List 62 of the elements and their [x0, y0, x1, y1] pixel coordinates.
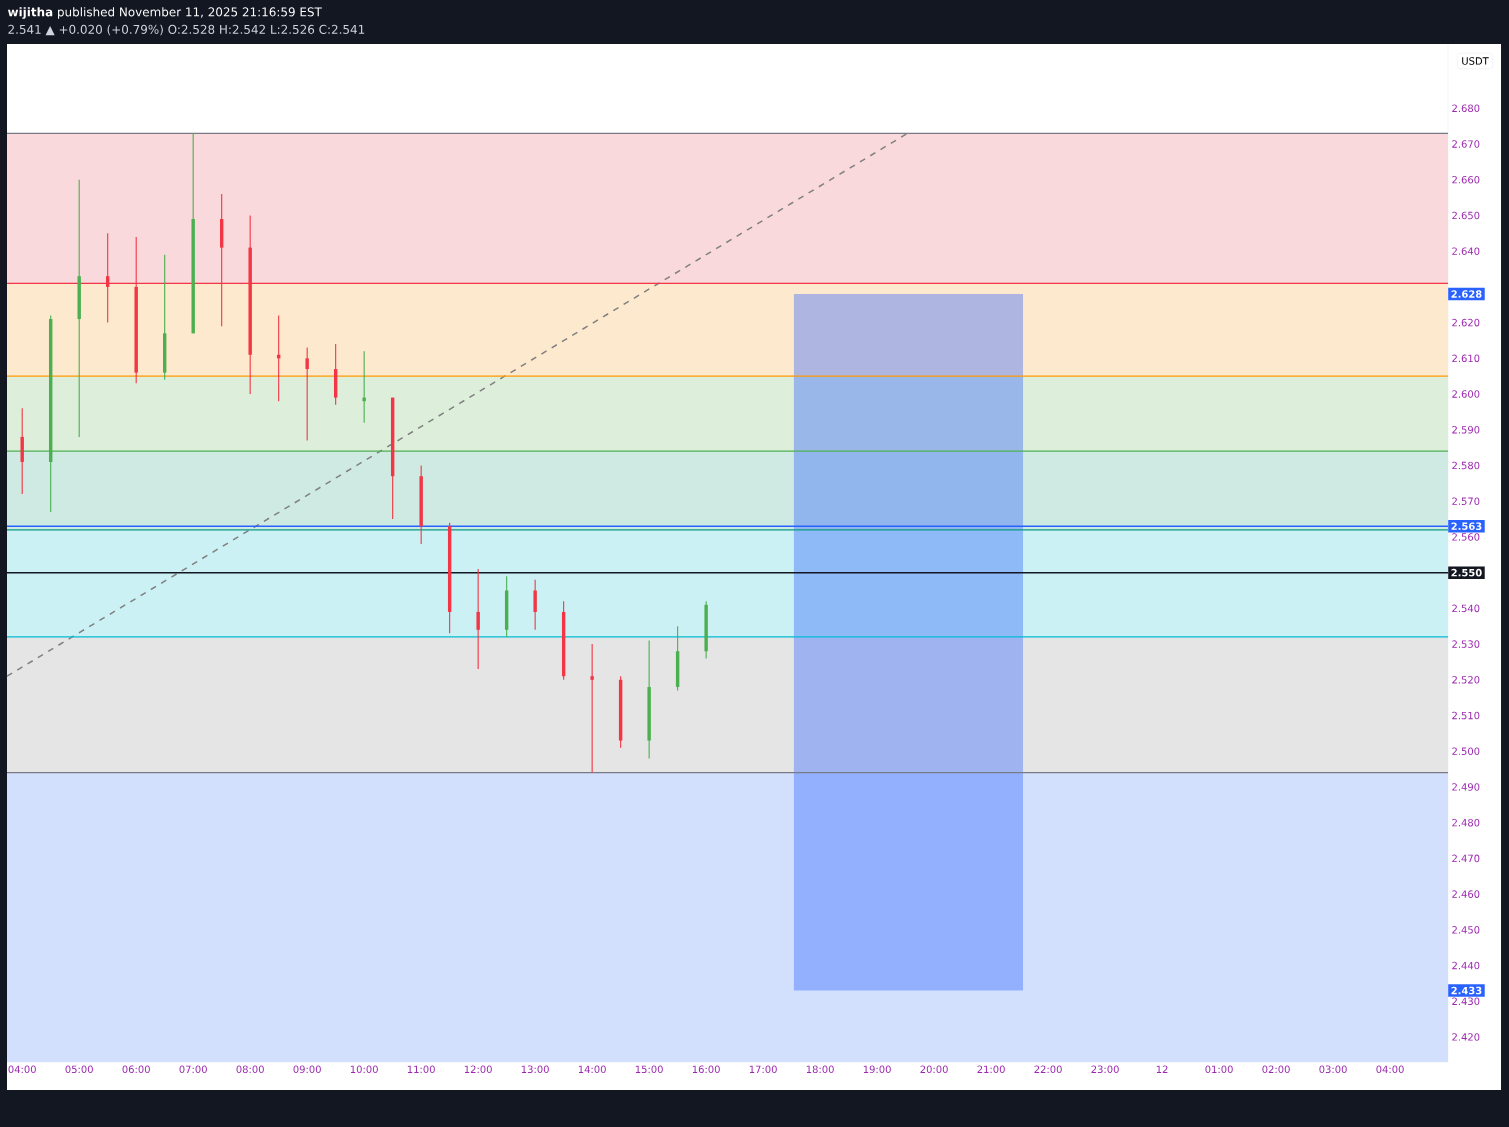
x-tick-label: 17:00 [749, 1065, 777, 1074]
x-tick-label: 03:00 [1319, 1065, 1347, 1074]
x-tick-label: 19:00 [863, 1065, 891, 1074]
x-tick-label: 21:00 [977, 1065, 1005, 1074]
y-tick-label: 2.420 [1452, 1033, 1480, 1041]
chart-title: wijitha published November 11, 2025 21:16:59 EST [7, 7, 322, 19]
y-tick-label: 2.520 [1452, 676, 1480, 684]
y-tick-label: 2.460 [1452, 890, 1480, 898]
candlestick [533, 579, 537, 631]
x-tick-label: 22:00 [1034, 1065, 1062, 1074]
y-tick-label: 2.470 [1452, 854, 1480, 863]
candlestick [476, 568, 480, 670]
x-tick-label: 02:00 [1262, 1065, 1290, 1074]
y-tick-label: 2.560 [1452, 533, 1480, 541]
x-tick-label: 23:00 [1091, 1065, 1119, 1074]
y-tick-label: 2.610 [1452, 354, 1480, 363]
y-tick-label: 2.580 [1452, 461, 1480, 470]
y-tick-label: 2.620 [1452, 318, 1480, 327]
y-tick-label: 2.650 [1452, 211, 1480, 220]
x-tick-label: 09:00 [293, 1065, 321, 1074]
x-tick-label: 05:00 [65, 1065, 93, 1074]
y-tick-label: 2.590 [1452, 425, 1480, 434]
x-tick-label: 07:00 [179, 1065, 207, 1074]
x-tick-label: 15:00 [635, 1065, 663, 1074]
annotation: 2.433 [1451, 986, 1482, 995]
y-tick-label: 2.660 [1452, 175, 1480, 184]
y-tick-label: 2.640 [1452, 247, 1480, 255]
y-tick-label: 2.510 [1452, 711, 1480, 720]
x-tick-label: 18:00 [806, 1065, 834, 1074]
x-tick-label: 06:00 [122, 1065, 150, 1074]
annotation: 2.628 [1451, 290, 1482, 298]
y-tick-label: 2.540 [1452, 604, 1480, 613]
y-tick-label: 2.530 [1452, 640, 1480, 648]
candlestick [590, 643, 594, 774]
y-axis-title: USDT [1462, 57, 1489, 65]
x-tick-label: 01:00 [1205, 1065, 1233, 1074]
y-tick-label: 2.600 [1452, 390, 1480, 398]
x-tick-label: 11:00 [407, 1065, 435, 1074]
chart-subtitle: 2.541 ▲ +0.020 (+0.79%) O:2.528 H:2.542 L:2.526 C:2.541 [8, 24, 365, 36]
y-tick-label: 2.480 [1452, 818, 1480, 827]
y-tick-label: 2.450 [1452, 926, 1480, 934]
y-tick-label: 2.490 [1452, 783, 1480, 791]
y-tick-label: 2.440 [1452, 961, 1480, 970]
x-tick-label: 13:00 [521, 1065, 549, 1074]
candlestick [362, 350, 366, 424]
x-tick-label: 10:00 [350, 1065, 378, 1074]
ref-line-label: 2.563 [1451, 522, 1482, 530]
y-tick-label: 2.680 [1452, 104, 1480, 113]
x-tick-label: 14:00 [578, 1065, 606, 1074]
x-tick-label: 12 [1156, 1065, 1168, 1073]
y-tick-label: 2.670 [1452, 140, 1480, 148]
candlestick [305, 347, 309, 442]
y-tick-label: 2.430 [1452, 997, 1480, 1006]
y-tick-label: 2.500 [1452, 747, 1480, 756]
y-tick-label: 2.570 [1452, 497, 1480, 505]
x-tick-label: 08:00 [236, 1065, 264, 1074]
x-tick-label: 16:00 [692, 1065, 720, 1074]
x-tick-label: 12:00 [464, 1065, 492, 1074]
ref-line-label: 2.550 [1451, 568, 1482, 577]
x-tick-label: 04:00 [1376, 1065, 1404, 1074]
x-tick-label: 20:00 [920, 1065, 948, 1074]
x-tick-label: 04:00 [8, 1065, 36, 1074]
